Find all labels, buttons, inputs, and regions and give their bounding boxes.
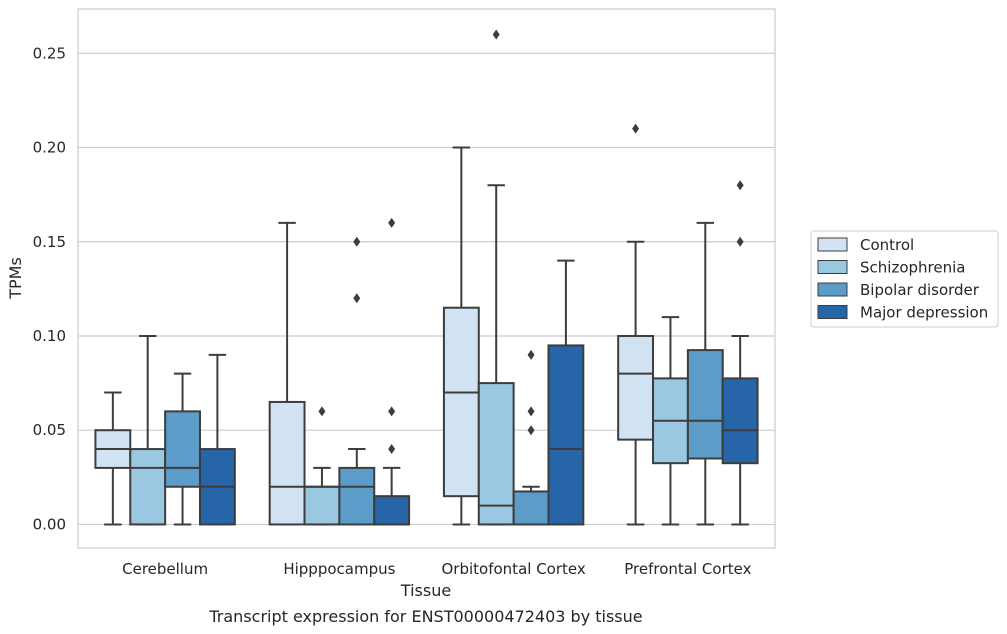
- outlier-point: [318, 406, 326, 417]
- box-group: [373, 217, 411, 526]
- y-tick-label: 0.20: [33, 139, 66, 157]
- y-tick-label: 0.25: [33, 44, 66, 62]
- outlier-point: [527, 425, 535, 436]
- legend-label: Bipolar disorder: [860, 281, 980, 299]
- box-group: [547, 259, 585, 526]
- y-axis-label: TPMs: [6, 257, 25, 300]
- box: [617, 334, 655, 441]
- box-group: [303, 406, 341, 526]
- legend-label: Major depression: [860, 304, 988, 322]
- outlier-point: [388, 444, 396, 455]
- legend-swatch: [817, 282, 848, 297]
- y-tick-label: 0.05: [33, 421, 66, 439]
- x-tick-label: Orbitofontal Cortex: [442, 560, 586, 578]
- x-tick-label: Cerebellum: [122, 560, 208, 578]
- legend-swatch: [817, 260, 848, 274]
- outlier-point: [388, 217, 396, 228]
- box-group: [268, 221, 306, 526]
- y-tick-label: 0.15: [33, 233, 66, 251]
- outlier-point: [388, 406, 396, 417]
- x-tick-label: Prefrontal Cortex: [624, 560, 751, 578]
- plot-frame: [77, 8, 776, 549]
- box: [373, 495, 411, 526]
- y-tick-label: 0.00: [33, 515, 66, 533]
- box-group: [338, 236, 376, 526]
- legend-swatch: [817, 237, 848, 252]
- box: [164, 410, 201, 488]
- box-group: [512, 349, 550, 526]
- outlier-point: [632, 123, 640, 134]
- outlier-point: [527, 406, 535, 417]
- box-group: [477, 29, 515, 526]
- box-group: [94, 391, 132, 526]
- box-group: [652, 316, 689, 526]
- legend-label: Schizophrenia: [860, 259, 965, 277]
- outlier-point: [353, 293, 361, 304]
- box: [303, 485, 341, 526]
- box: [686, 349, 724, 460]
- y-tick-label: 0.10: [33, 327, 66, 345]
- box-group: [686, 221, 724, 526]
- x-tick-label: Hipppocampus: [283, 560, 395, 578]
- box-group: [721, 180, 759, 526]
- legend-swatch: [817, 305, 848, 319]
- box: [129, 448, 167, 526]
- chart-caption: Transcript expression for ENST0000047240…: [208, 607, 642, 626]
- outlier-point: [353, 236, 361, 247]
- box: [547, 344, 585, 526]
- legend-label: Control: [860, 236, 914, 254]
- outlier-point: [736, 236, 744, 247]
- outlier-point: [527, 349, 535, 360]
- box: [477, 382, 515, 526]
- legend-frame: [810, 230, 999, 328]
- box-group: [164, 372, 201, 526]
- x-tick-labels: Cerebellum Hipppocampus Orbitofontal Corte…: [122, 560, 751, 578]
- box: [268, 400, 306, 526]
- box: [721, 377, 759, 465]
- box-group: [617, 123, 655, 526]
- box-group: [198, 353, 236, 526]
- boxes: [94, 29, 759, 526]
- box: [512, 490, 550, 526]
- box: [442, 306, 480, 498]
- box: [338, 466, 376, 526]
- y-tick-labels: 0.00 0.05 0.10 0.15 0.20 0.25: [33, 44, 66, 533]
- legend: Control Schizophrenia Bipolar disorder Majo…: [810, 230, 999, 328]
- box-group: [442, 146, 480, 526]
- outlier-point: [492, 29, 500, 40]
- outlier-point: [736, 180, 744, 191]
- x-axis-label: Tissue: [400, 581, 451, 600]
